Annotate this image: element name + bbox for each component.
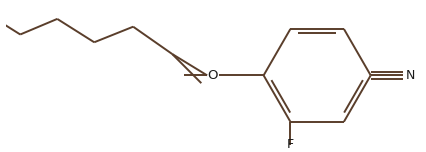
Text: F: F [287, 138, 294, 151]
Text: N: N [406, 69, 415, 82]
Text: O: O [208, 69, 218, 82]
